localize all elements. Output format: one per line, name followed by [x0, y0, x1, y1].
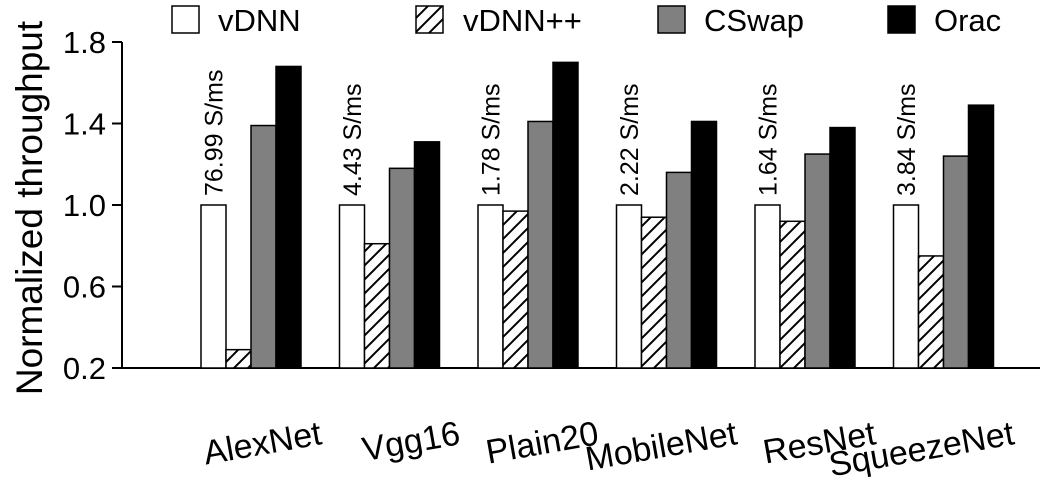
legend-swatch-black: [887, 5, 916, 34]
y-tick-label: 0.6: [63, 270, 106, 305]
y-tick-label: 1.8: [63, 25, 106, 60]
bar-hatched-resnet: [779, 220, 806, 369]
legend-swatch-hatched: [415, 5, 444, 34]
throughput-annotation: 3.84 S/ms: [893, 83, 921, 196]
throughput-annotation: 2.22 S/ms: [616, 83, 644, 196]
bar-black-mobilenet: [690, 120, 718, 369]
bar-gray-plain20: [527, 120, 554, 369]
bar-hatched-squeezenet: [917, 255, 945, 369]
legend-swatch-gray: [657, 5, 686, 34]
bar-white-alexnet: [200, 204, 227, 369]
bar-black-plain20: [552, 61, 579, 369]
bar-gray-resnet: [804, 153, 831, 369]
legend-swatch-white: [171, 5, 200, 34]
bar-gray-vgg16: [388, 167, 416, 369]
bar-annotations: 76.99 S/ms 4.43 S/ms 1.78 S/ms 2.22 S/ms 1.6…: [201, 70, 922, 196]
bar-gray-alexnet: [250, 124, 277, 369]
y-tick-label: 1.0: [63, 188, 106, 223]
throughput-annotation: 1.64 S/ms: [755, 83, 783, 196]
bar-white-plain20: [477, 204, 504, 369]
bar-hatched-vgg16: [363, 242, 391, 369]
legend-label: CSwap: [704, 3, 804, 38]
bar-hatched-alexnet: [225, 348, 252, 369]
bar-white-resnet: [754, 204, 781, 369]
bar-black-vgg16: [413, 141, 441, 369]
bar-black-alexnet: [275, 65, 302, 369]
bar-gray-mobilenet: [665, 171, 693, 369]
bar-black-resnet: [829, 126, 856, 369]
y-tick-label: 1.4: [63, 107, 106, 142]
bar-gray-squeezenet: [942, 155, 970, 369]
bar-white-mobilenet: [615, 204, 643, 369]
y-axis-label: Normalized throughput: [9, 20, 50, 395]
category-label-mobilenet: MobileNet: [583, 414, 741, 477]
y-tick-label: 0.2: [63, 351, 106, 386]
legend-label: vDNN: [218, 3, 301, 38]
bars: [200, 61, 995, 369]
bar-hatched-plain20: [502, 210, 529, 369]
legend-label: Orac: [934, 3, 1001, 38]
legend: vDNN vDNN++ CSwap Orac: [171, 3, 1001, 38]
bar-hatched-mobilenet: [640, 216, 668, 369]
bar-black-squeezenet: [967, 104, 995, 369]
legend-label: vDNN++: [463, 3, 582, 38]
category-label-vgg16: Vgg16: [359, 414, 462, 468]
bar-white-vgg16: [338, 204, 366, 369]
bar-white-squeezenet: [892, 204, 920, 369]
throughput-annotation: 76.99 S/ms: [201, 70, 229, 196]
throughput-annotation: 1.78 S/ms: [478, 83, 506, 196]
throughput-annotation: 4.43 S/ms: [339, 83, 367, 196]
category-label-alexnet: AlexNet: [201, 414, 325, 472]
